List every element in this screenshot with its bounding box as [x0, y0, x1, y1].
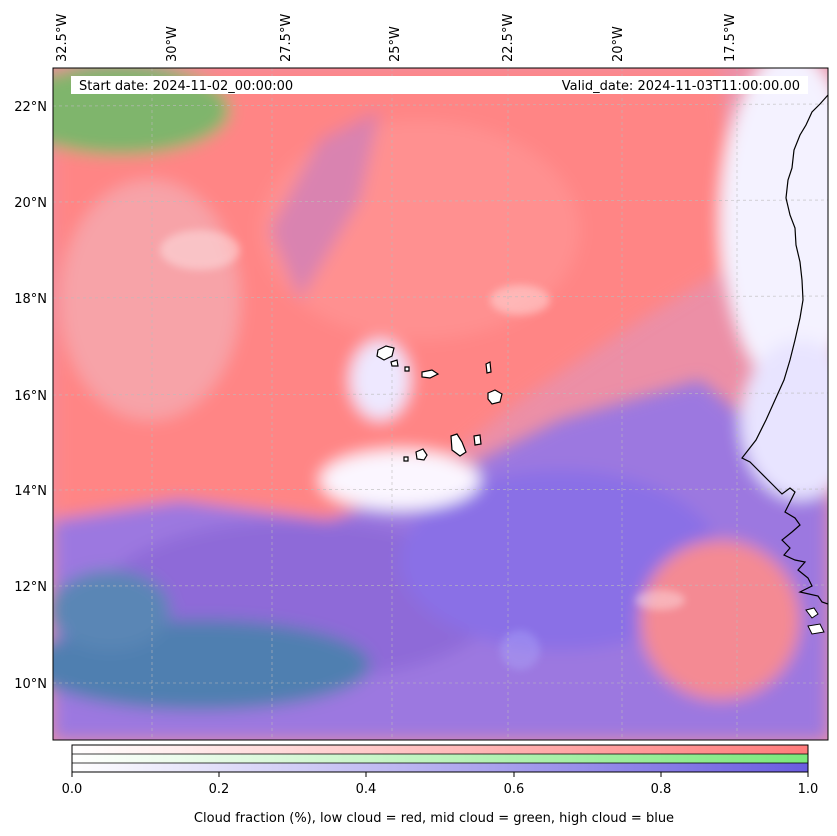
colorbar-tick-label: 1.0: [798, 782, 819, 797]
colorbar-tick-label: 0.8: [651, 782, 672, 797]
colorbar: 0.0 0.2 0.4 0.6 0.8 1.0 Cloud fraction (…: [62, 744, 819, 826]
lon-tick-label: 30°W: [165, 26, 180, 62]
date-banner: [71, 76, 808, 94]
lat-tick-label: 10°N: [14, 677, 47, 692]
lon-tick-label: 20°W: [611, 26, 626, 62]
lon-tick-label: 25°W: [388, 26, 403, 62]
africa-coastline: [741, 94, 828, 605]
map-frame: [52, 67, 829, 741]
colorbar-tick-label: 0.6: [504, 782, 525, 797]
colorbar-tick-label: 0.4: [356, 782, 377, 797]
colorbar-low: [72, 745, 808, 754]
start-date-label: Start date: 2024-11-02_00:00:00: [79, 79, 293, 94]
longitude-ticks: 32.5°W 30°W 27.5°W 25°W 22.5°W 20°W 17.5…: [55, 14, 738, 62]
lat-tick-label: 14°N: [14, 484, 47, 499]
lon-tick-label: 22.5°W: [501, 14, 516, 62]
lat-tick-label: 12°N: [14, 580, 47, 595]
lat-tick-label: 18°N: [14, 292, 47, 307]
lat-tick-label: 20°N: [14, 196, 47, 211]
lat-tick-label: 22°N: [14, 100, 47, 115]
lon-tick-label: 17.5°W: [723, 14, 738, 62]
colorbar-tick-label: 0.2: [209, 782, 230, 797]
cape-verde-islands: [376, 345, 503, 462]
lon-tick-label: 32.5°W: [55, 14, 70, 62]
colorbar-tick-label: 0.0: [62, 782, 83, 797]
graticule: [53, 68, 828, 740]
latitude-ticks: 22°N 20°N 18°N 16°N 14°N 12°N 10°N: [14, 100, 47, 692]
coastal-islands: [805, 607, 825, 635]
colorbar-high: [72, 763, 808, 772]
valid-date-label: Valid_date: 2024-11-03T11:00:00.00: [562, 79, 800, 94]
cloud-fraction-field: [53, 68, 828, 740]
lat-tick-label: 16°N: [14, 389, 47, 404]
colorbar-mid: [72, 754, 808, 763]
lon-tick-label: 27.5°W: [279, 14, 294, 62]
colorbar-title: Cloud fraction (%), low cloud = red, mid…: [194, 811, 674, 826]
